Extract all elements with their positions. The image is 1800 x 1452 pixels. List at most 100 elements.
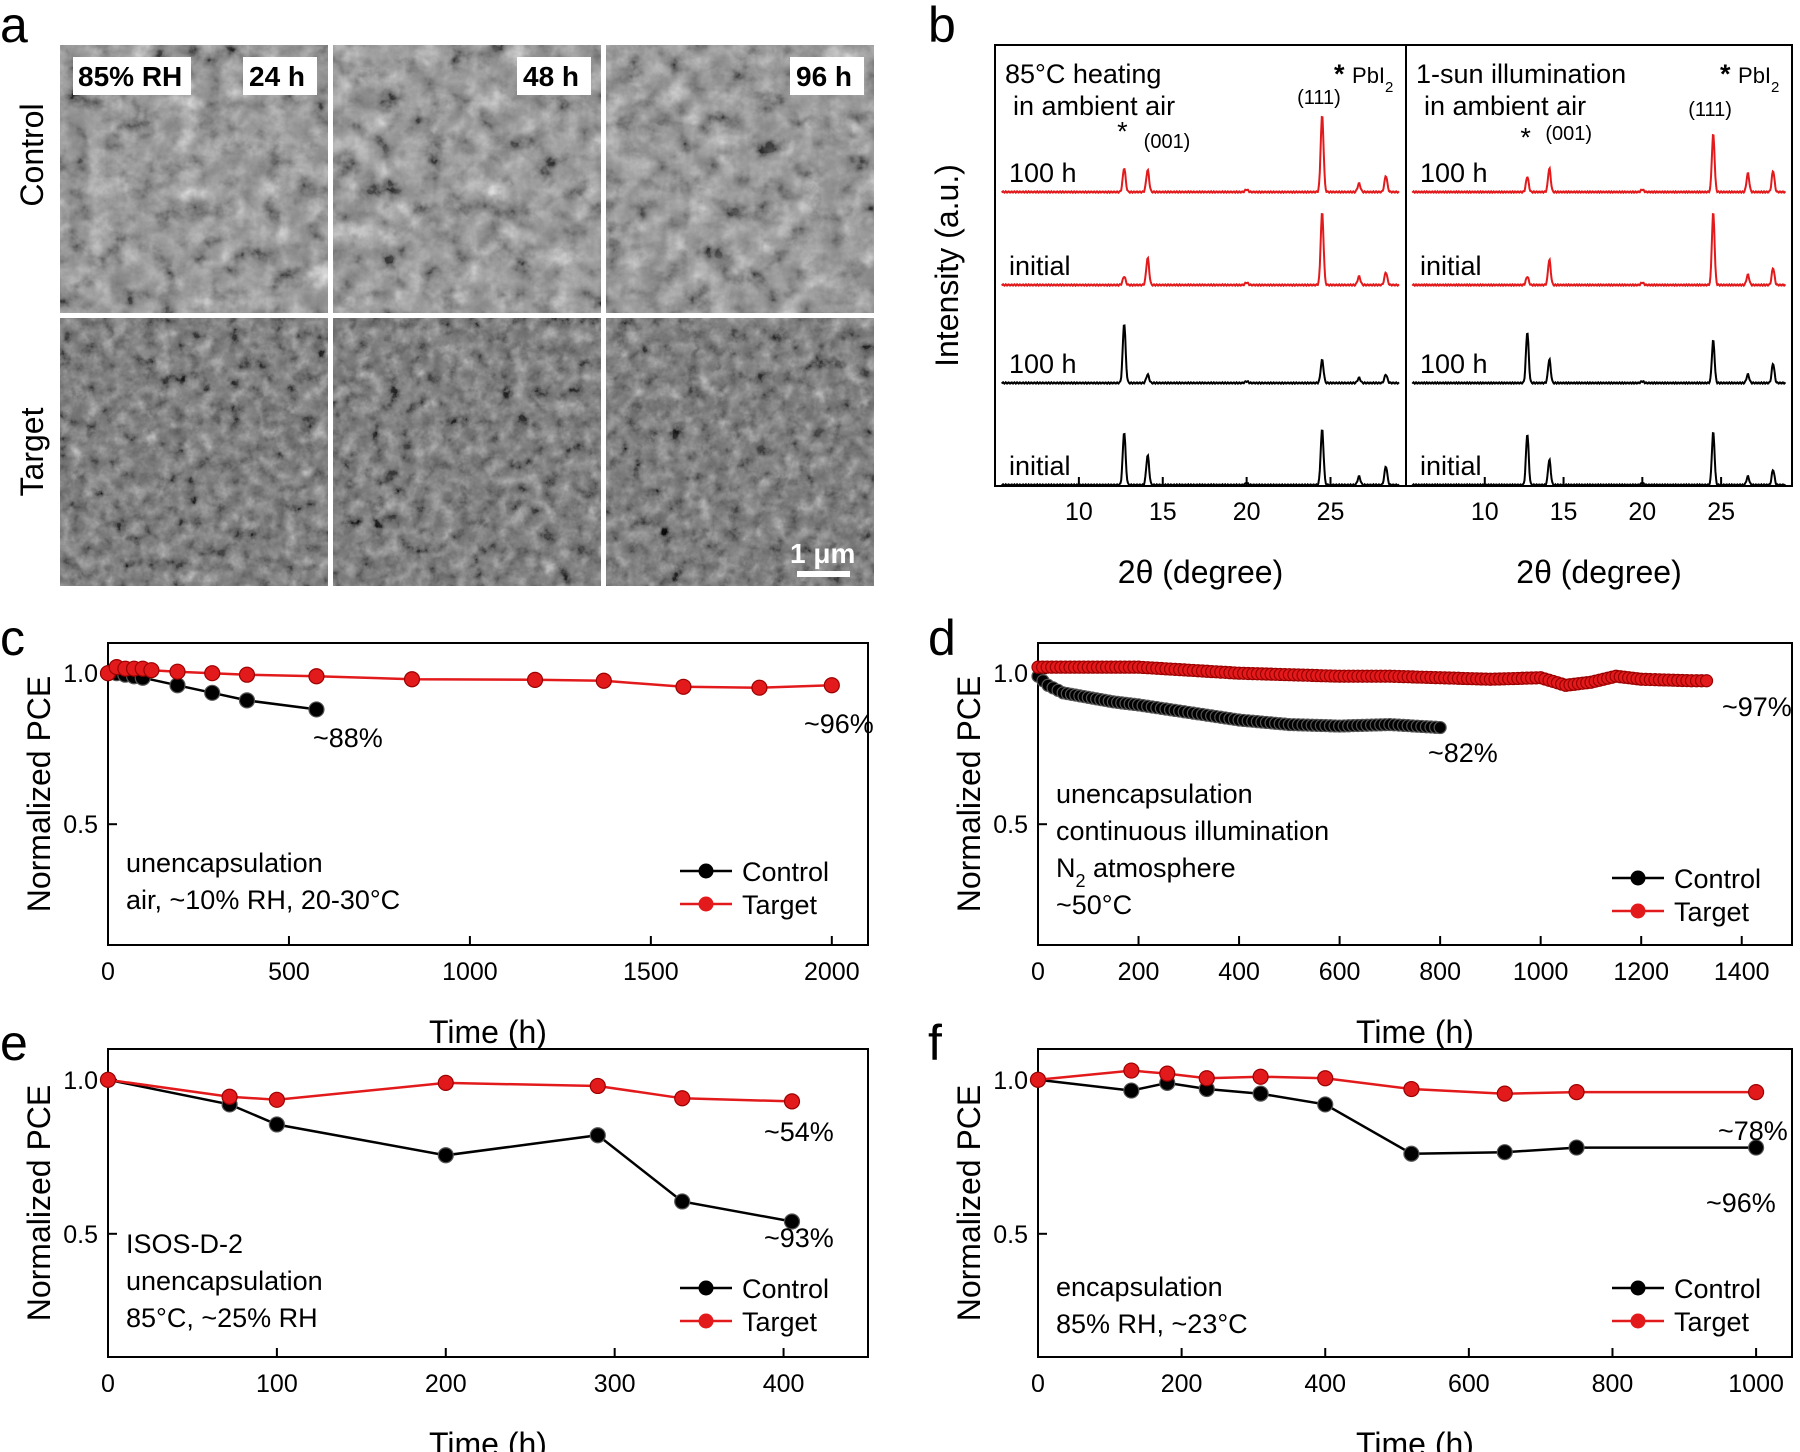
xrd-series-label: 100 h bbox=[1420, 349, 1488, 379]
x-tick-label: 400 bbox=[1304, 1370, 1346, 1398]
xrd-condition-line: 85°C heating bbox=[1005, 59, 1161, 89]
peak-label-001: (001) bbox=[1144, 131, 1191, 153]
data-point-control bbox=[1252, 1085, 1269, 1102]
data-point-target bbox=[143, 662, 160, 679]
x-axis-label: 2θ (degree) bbox=[1516, 554, 1681, 590]
plot-frame bbox=[107, 1048, 869, 1358]
condition-annotation: unencapsulation bbox=[1056, 779, 1253, 809]
x-tick-label: 15 bbox=[1149, 498, 1177, 526]
pbi2-note: * PbI2 bbox=[1334, 59, 1393, 96]
data-point-control bbox=[204, 684, 221, 701]
x-tick-label: 20 bbox=[1233, 498, 1261, 526]
plot-frame bbox=[1037, 1048, 1793, 1358]
xrd-series-label: initial bbox=[1009, 451, 1071, 481]
scale-bar bbox=[797, 571, 850, 577]
panel-label-c: c bbox=[0, 610, 25, 666]
xrd-pattern-control-initial bbox=[1000, 429, 1400, 488]
x-tick-label: 300 bbox=[594, 1370, 636, 1398]
xrd-series-label: initial bbox=[1009, 251, 1071, 281]
xrd-pattern-control-initial bbox=[1411, 432, 1787, 488]
xrd-chart-0: 10 15 20 25 2θ (degree) Intensity (a.u.) 85°C … bbox=[929, 44, 1407, 590]
legend-marker-target bbox=[698, 1313, 714, 1329]
pbi2-peak-star: * bbox=[1117, 117, 1128, 147]
data-point-target bbox=[1159, 1065, 1176, 1082]
sem-time-24h: 24 h bbox=[249, 61, 305, 92]
legend-label-target: Target bbox=[1674, 1307, 1750, 1337]
data-point-target bbox=[169, 663, 186, 680]
data-point-target bbox=[1252, 1068, 1269, 1085]
sem-image-target-48h bbox=[333, 318, 601, 586]
xrd-condition-line: 1-sun illumination bbox=[1416, 59, 1626, 89]
data-point-control bbox=[169, 677, 186, 694]
data-point-control bbox=[1317, 1096, 1334, 1113]
y-tick-label: 0.5 bbox=[993, 811, 1028, 839]
legend-label-control: Control bbox=[1674, 1274, 1761, 1304]
y-tick-label: 0.5 bbox=[63, 1221, 98, 1249]
end-value-label-control: ~82% bbox=[1428, 738, 1498, 768]
x-tick-label: 800 bbox=[1592, 1370, 1634, 1398]
legend-label-control: Control bbox=[742, 1274, 829, 1304]
x-tick-label: 1000 bbox=[1513, 958, 1569, 986]
peak-label-001: (001) bbox=[1545, 123, 1592, 145]
data-point-target bbox=[204, 665, 221, 682]
data-point-control bbox=[1123, 1082, 1140, 1099]
legend-marker-control bbox=[1630, 1280, 1646, 1296]
condition-annotation: ~50°C bbox=[1056, 890, 1132, 920]
peak-label-111: (111) bbox=[1688, 99, 1732, 121]
plot-frame bbox=[107, 642, 869, 946]
pce-chart-c: 0 500 1000 1500 2000 0.5 1.0 Time (h) Normalized… bbox=[21, 642, 874, 1050]
legend-label-target: Target bbox=[1674, 897, 1750, 927]
x-tick-label: 25 bbox=[1317, 498, 1345, 526]
scale-bar-label: 1 μm bbox=[790, 538, 855, 569]
sem-time-48h: 48 h bbox=[523, 61, 579, 92]
x-tick-label: 10 bbox=[1471, 498, 1499, 526]
x-tick-label: 500 bbox=[268, 958, 310, 986]
condition-annotation: encapsulation bbox=[1056, 1272, 1223, 1302]
x-axis-label: Time (h) bbox=[1356, 1426, 1474, 1452]
data-point-target bbox=[221, 1088, 238, 1105]
y-axis-label: Intensity (a.u.) bbox=[929, 164, 965, 367]
y-tick-label: 0.5 bbox=[993, 1221, 1028, 1249]
peak-label-111: (111) bbox=[1297, 87, 1341, 109]
data-point-control bbox=[674, 1193, 691, 1210]
data-point-control bbox=[437, 1147, 454, 1164]
sem-label-box bbox=[73, 57, 191, 95]
legend-label-control: Control bbox=[1674, 864, 1761, 894]
sem-label-box bbox=[517, 57, 591, 95]
xrd-series-label: initial bbox=[1420, 251, 1482, 281]
panel-label-e: e bbox=[0, 1015, 28, 1071]
pce-chart-e: 0 100 200 300 400 0.5 1.0 Time (h) Normalized PC… bbox=[21, 1048, 869, 1452]
data-point-target bbox=[1496, 1085, 1513, 1102]
data-point-control bbox=[238, 692, 256, 709]
x-tick-label: 200 bbox=[425, 1370, 467, 1398]
condition-annotation: air, ~10% RH, 20-30°C bbox=[126, 885, 400, 915]
x-tick-label: 0 bbox=[101, 958, 115, 986]
x-tick-label: 600 bbox=[1448, 1370, 1490, 1398]
panel-label-b: b bbox=[928, 0, 956, 53]
data-point-target bbox=[268, 1091, 285, 1108]
xrd-pattern-target-initial bbox=[1411, 213, 1787, 288]
x-tick-label: 10 bbox=[1065, 498, 1093, 526]
x-axis-label: Time (h) bbox=[1356, 1014, 1474, 1050]
sem-condition-label: 85% RH bbox=[78, 61, 182, 92]
sem-image-target-96h bbox=[606, 318, 874, 586]
sem-image-control-96h bbox=[606, 45, 874, 313]
sem-label-box bbox=[243, 57, 317, 95]
data-point-target bbox=[1029, 1071, 1047, 1088]
y-tick-label: 1.0 bbox=[993, 660, 1028, 688]
x-tick-label: 400 bbox=[763, 1370, 805, 1398]
data-point-target bbox=[595, 672, 612, 689]
data-point-target bbox=[99, 1071, 117, 1088]
data-point-target bbox=[1198, 1070, 1215, 1087]
data-point-target bbox=[823, 677, 840, 694]
data-point-target bbox=[783, 1093, 801, 1110]
legend-label-target: Target bbox=[742, 890, 818, 920]
charts-layer: 10 15 20 25 2θ (degree) Intensity (a.u.) 85°C … bbox=[21, 44, 1793, 1452]
data-point-target bbox=[751, 679, 768, 696]
x-tick-label: 800 bbox=[1419, 958, 1461, 986]
xrd-condition-line: in ambient air bbox=[1013, 91, 1175, 121]
y-tick-label: 1.0 bbox=[993, 1067, 1028, 1095]
xrd-pattern-control-100-h bbox=[1000, 324, 1400, 386]
xrd-series-label: 100 h bbox=[1009, 349, 1077, 379]
